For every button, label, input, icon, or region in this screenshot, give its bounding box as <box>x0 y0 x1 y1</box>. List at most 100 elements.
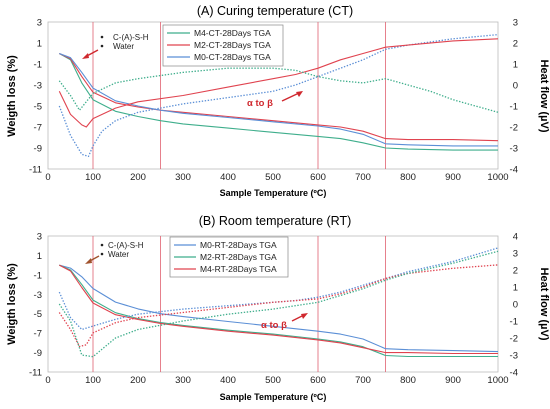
reference-lines <box>92 22 386 169</box>
x-tick-label: 1000 <box>487 375 508 386</box>
series-line <box>59 52 498 147</box>
y-tick-label: -5 <box>34 102 42 113</box>
y-axis-label: Weigth loss (%) <box>6 55 18 137</box>
y2-tick-label: 2 <box>513 39 518 50</box>
transition-annotation: α to β <box>247 91 303 109</box>
series-line <box>58 250 499 358</box>
x-axis-label: Sample Temperature (ºC) <box>220 392 327 402</box>
y-tick-label: -1 <box>34 270 42 281</box>
arrow-head <box>296 91 303 97</box>
x-tick-label: 300 <box>175 375 191 386</box>
x-axis-label: Sample Temperature (ºC) <box>220 188 327 198</box>
y-tick-label: 3 <box>37 232 42 243</box>
x-tick-label: 500 <box>265 375 281 386</box>
y-axis-label: Weigth loss (%) <box>6 263 18 345</box>
series-group <box>58 247 499 358</box>
chart-title: (A) Curing temperature (CT) <box>197 4 353 18</box>
y-tick-label: 1 <box>37 251 42 262</box>
phase-annotation: C-(A)-S-H Water <box>85 241 144 264</box>
y2-tick-label: 1 <box>513 283 518 294</box>
y2-axis-label: Heat flow (µV) <box>538 60 550 133</box>
series-line <box>59 53 499 142</box>
transition-label: α to β <box>247 98 273 109</box>
y2-tick-label: 0 <box>513 81 518 92</box>
y2-axis-label: Heat flow (µV) <box>538 268 550 341</box>
series-line <box>59 264 499 353</box>
marker-dot <box>100 243 104 247</box>
annotation-label: C-(A)-S-H <box>108 241 144 250</box>
y2-tick-label: -4 <box>510 368 518 379</box>
y2-tick-label: 2 <box>513 266 518 277</box>
x-tick-label: 200 <box>130 172 146 183</box>
annotation-label: Water <box>108 250 129 259</box>
x-tick-label: 900 <box>445 172 461 183</box>
y-tick-label: -9 <box>34 144 42 155</box>
series-line <box>58 38 499 128</box>
x-ticks: 0 100 200 300 400 500 600 700 800 900 1000 <box>45 375 508 386</box>
x-tick-label: 800 <box>400 375 416 386</box>
y2-ticks: 4 3 2 1 0 -1 -2 -3 -4 <box>510 232 518 379</box>
y-tick-label: -3 <box>34 81 42 92</box>
x-tick-label: 0 <box>45 375 50 386</box>
legend: M0-RT-28Days TGA M2-RT-28Days TGA M4-RT-… <box>169 236 289 278</box>
y-tick-label: -7 <box>34 123 42 134</box>
series-line <box>59 264 498 355</box>
y-tick-label: -5 <box>34 309 42 320</box>
x-tick-label: 300 <box>175 172 191 183</box>
panel-a: (A) Curing temperature (CT) 0 100 200 300 40… <box>6 4 550 198</box>
x-tick-label: 600 <box>310 172 326 183</box>
x-ticks: 0 100 200 300 400 500 600 700 800 900 1000 <box>45 172 508 183</box>
x-tick-label: 800 <box>400 172 416 183</box>
marker-dot <box>100 35 104 39</box>
legend-label: M4-CT-28Days TGA <box>194 28 271 38</box>
y2-tick-label: 1 <box>513 60 518 71</box>
y-ticks: 3 1 -1 -3 -5 -7 -9 -11 <box>29 232 42 379</box>
panel-b: (B) Room temperature (RT) 0 100 200 300 400 5… <box>6 214 550 402</box>
y2-tick-label: -1 <box>510 317 518 328</box>
series-group <box>58 33 499 158</box>
series-line <box>58 264 499 348</box>
x-tick-label: 600 <box>310 375 326 386</box>
y2-tick-label: -3 <box>510 351 518 362</box>
y2-tick-label: 4 <box>513 232 518 243</box>
annotation-label: Water <box>113 42 134 51</box>
x-tick-label: 200 <box>130 375 146 386</box>
y-tick-label: 1 <box>37 39 42 50</box>
series-line <box>58 67 499 113</box>
chart-title: (B) Room temperature (RT) <box>199 214 352 228</box>
y-tick-label: -3 <box>34 290 42 301</box>
y-tick-label: -1 <box>34 60 42 71</box>
x-tick-label: 700 <box>355 375 371 386</box>
x-tick-label: 500 <box>265 172 281 183</box>
y2-tick-label: -3 <box>510 144 518 155</box>
y-tick-label: -7 <box>34 329 42 340</box>
transition-annotation: α to β <box>261 313 308 331</box>
y2-tick-label: 3 <box>513 18 518 29</box>
x-tick-label: 400 <box>220 172 236 183</box>
legend-label: M4-RT-28Days TGA <box>200 264 277 274</box>
y-tick-label: 3 <box>37 18 42 29</box>
x-tick-label: 900 <box>445 375 461 386</box>
series-line <box>59 264 498 358</box>
arrow-head <box>85 258 92 264</box>
arrow-head <box>301 313 308 319</box>
phase-annotation: C-(A)-S-H Water <box>82 33 149 59</box>
x-tick-label: 100 <box>85 375 101 386</box>
marker-dot <box>100 252 104 256</box>
series-line <box>58 33 499 158</box>
y2-tick-label: -2 <box>510 334 518 345</box>
legend-label: M0-RT-28Days TGA <box>200 240 277 250</box>
x-tick-label: 700 <box>355 172 371 183</box>
y2-tick-label: -1 <box>510 102 518 113</box>
legend-label: M0-CT-28Days TGA <box>194 52 271 62</box>
y-tick-label: -9 <box>34 348 42 359</box>
series-line <box>59 53 498 151</box>
y-tick-label: -11 <box>29 368 42 379</box>
arrow-line <box>281 92 300 102</box>
y2-ticks: 3 2 1 0 -1 -2 -3 -4 <box>510 18 518 176</box>
y2-tick-label: -4 <box>510 165 518 176</box>
x-tick-label: 1000 <box>487 172 508 183</box>
x-tick-label: 400 <box>220 375 236 386</box>
legend-label: M2-RT-28Days TGA <box>200 252 277 262</box>
